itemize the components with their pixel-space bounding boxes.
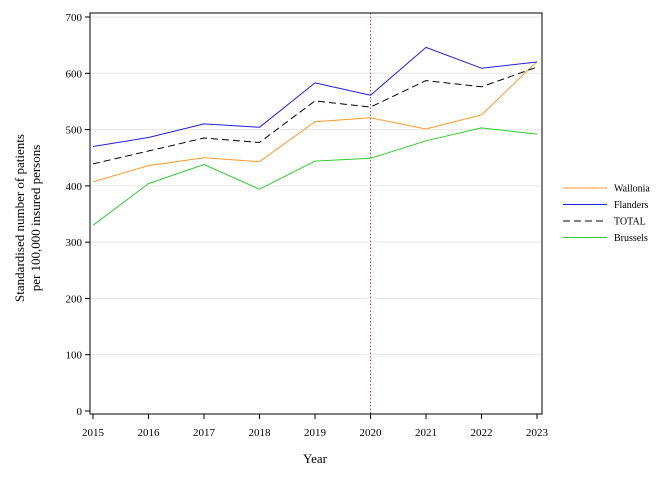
y-tick-label: 400	[66, 181, 83, 193]
plot-area-frame	[89, 12, 543, 415]
y-axis-title-line-2: per 100,000 insured persons	[28, 145, 43, 292]
series-line-flanders	[92, 46, 538, 147]
x-tick-label: 2023	[526, 427, 549, 439]
y-tick-label: 600	[66, 68, 83, 80]
y-tick-label: 0	[77, 406, 83, 418]
series-line-brussels	[92, 127, 538, 226]
y-tick-label: 100	[66, 350, 83, 362]
y-axis-title-line-1: Standardised number of patients	[12, 134, 27, 302]
x-tick-label: 2021	[415, 427, 437, 439]
x-axis-ticks: 2015 2016 2017 2018 2019 2020 2021 2022 2023	[82, 414, 549, 439]
legend-label-total: TOTAL	[614, 217, 646, 228]
x-tick-label: 2019	[304, 427, 327, 439]
x-tick-label: 2015	[82, 427, 105, 439]
x-tick-label: 2016	[138, 427, 161, 439]
legend: Wallonia Flanders TOTAL Brussels	[563, 184, 650, 244]
y-axis-title: Standardised number of patients per 100,…	[12, 134, 43, 302]
x-tick-label: 2020	[360, 427, 383, 439]
x-axis-title: Year	[303, 451, 328, 466]
y-tick-label: 300	[66, 237, 83, 249]
y-tick-label: 500	[66, 125, 83, 137]
series-lines	[92, 46, 538, 226]
y-tick-label: 700	[66, 12, 83, 24]
legend-label-flanders: Flanders	[614, 200, 649, 211]
grid-lines	[90, 16, 542, 356]
y-tick-label: 200	[66, 293, 83, 305]
x-tick-label: 2017	[193, 427, 216, 439]
x-tick-label: 2022	[471, 427, 493, 439]
series-line-total	[92, 66, 538, 165]
x-tick-label: 2018	[249, 427, 272, 439]
legend-label-wallonia: Wallonia	[614, 184, 650, 195]
y-axis-ticks: 0 100 200 300 400 500 600 700	[66, 12, 90, 418]
legend-label-brussels: Brussels	[614, 233, 648, 244]
series-line-wallonia	[92, 61, 538, 183]
